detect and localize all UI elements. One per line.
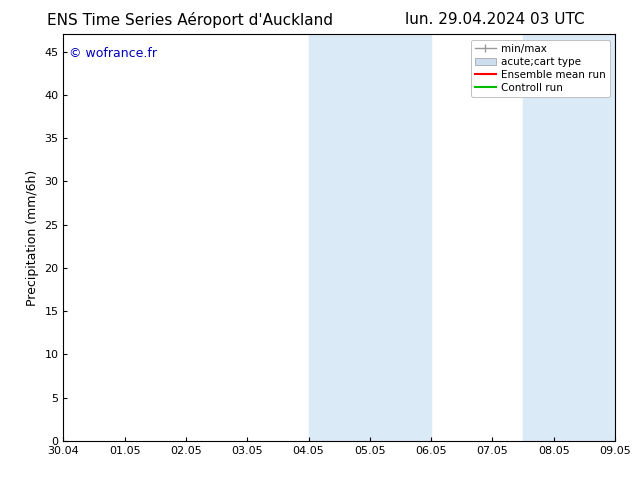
Y-axis label: Precipitation (mm/6h): Precipitation (mm/6h) bbox=[26, 170, 39, 306]
Text: lun. 29.04.2024 03 UTC: lun. 29.04.2024 03 UTC bbox=[404, 12, 585, 27]
Text: ENS Time Series Aéroport d'Auckland: ENS Time Series Aéroport d'Auckland bbox=[47, 12, 333, 28]
Bar bbox=[309, 34, 431, 441]
Bar bbox=[523, 34, 615, 441]
Legend: min/max, acute;cart type, Ensemble mean run, Controll run: min/max, acute;cart type, Ensemble mean … bbox=[470, 40, 610, 97]
Text: © wofrance.fr: © wofrance.fr bbox=[69, 47, 157, 59]
